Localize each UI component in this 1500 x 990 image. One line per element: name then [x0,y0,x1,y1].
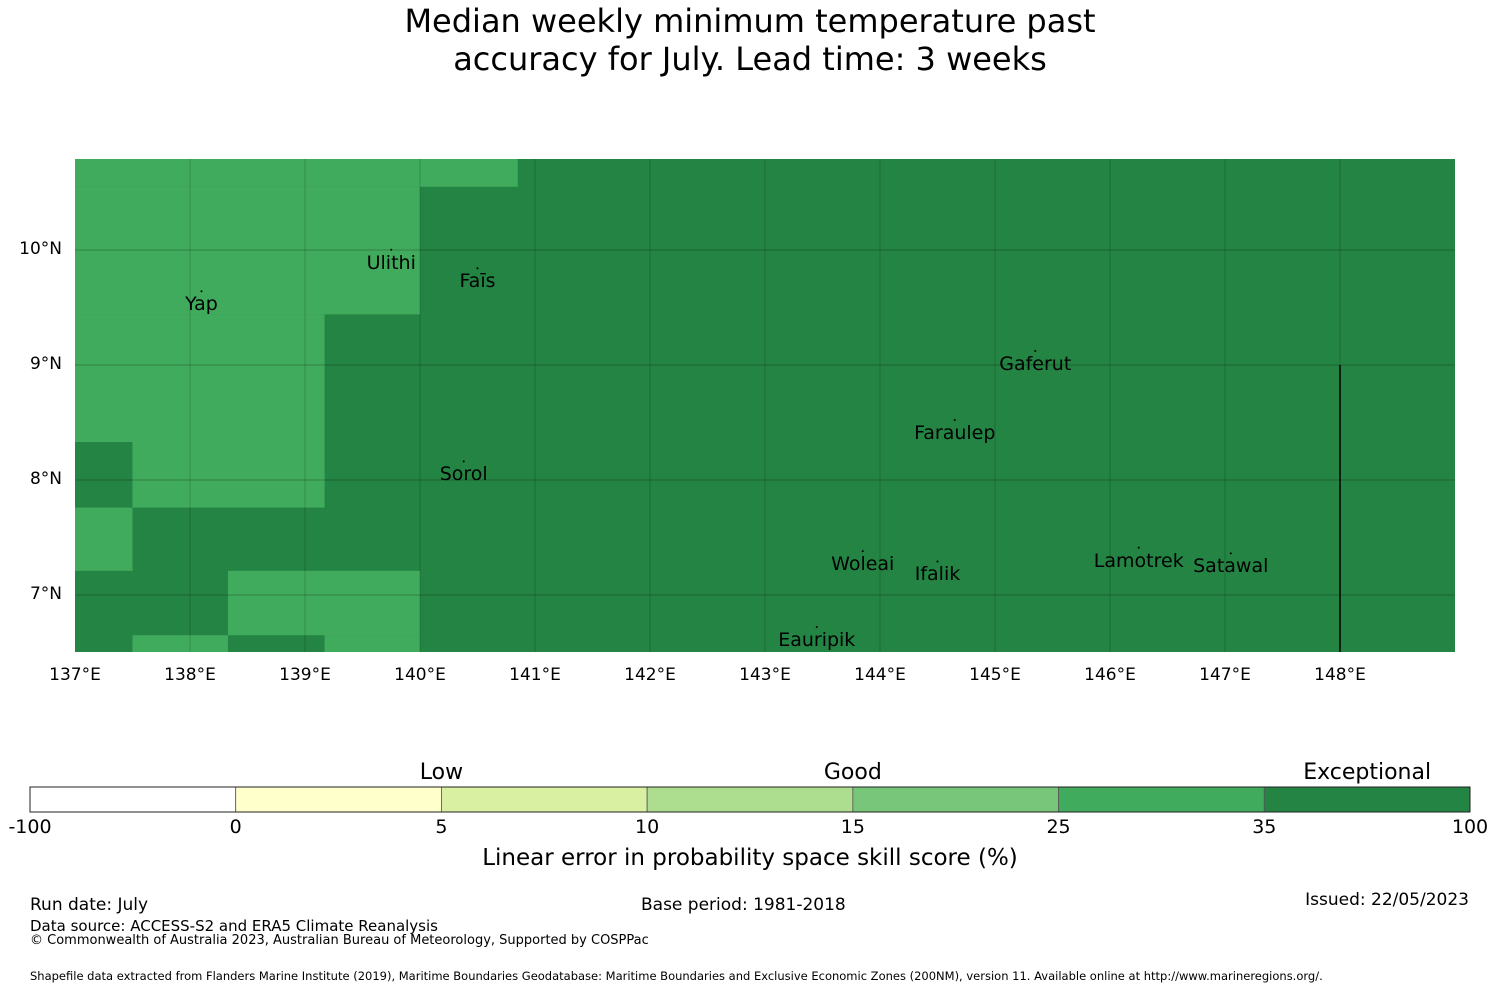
colorbar-segment [441,786,648,813]
lon-tick-label: 144°E [854,665,906,685]
lat-tick-label: 8°N [29,469,62,489]
island-label: Yap [185,293,218,316]
colorbar-category-label: Low [419,760,464,785]
run-date: Run date: July [30,895,149,915]
skill-cell [75,507,133,571]
colorbar-tick-label: 10 [635,816,660,838]
island-label: Eauripik [778,629,856,651]
colorbar-frame [29,786,1471,813]
lon-tick-label: 147°E [1199,665,1251,685]
base-period: Base period: 1981-2018 [641,895,846,915]
lon-tick-label: 137°E [49,665,101,685]
shapefile-credit: Shapefile data extracted from Flanders M… [30,969,1323,983]
island-marker [200,290,203,293]
lat-tick-label: 9°N [29,354,62,374]
data-source: Data source: ACCESS-S2 and ERA5 Climate … [30,917,438,935]
colorbar-tick-label: -100 [8,816,52,838]
lon-tick-label: 143°E [739,665,791,685]
colorbar-segment [1058,786,1265,813]
skill-cell [324,635,420,652]
lat-tick-label: 10°N [19,239,62,259]
lon-tick-label: 141°E [509,665,561,685]
island-label: Faraulep [914,422,996,444]
lon-tick-label: 145°E [969,665,1021,685]
island-label: Gaferut [999,353,1072,375]
island-marker [1137,546,1140,549]
title-line-1: Median weekly minimum temperature past [404,2,1096,40]
skill-cell [75,442,133,508]
title-line-2: accuracy for July. Lead time: 3 weeks [453,40,1047,78]
colorbar-tick-label: 0 [229,816,242,838]
colorbar-tick-label: 35 [1252,816,1277,838]
colorbar-tick-label: 15 [840,816,865,838]
colorbar-segment [852,786,1059,813]
island-marker [953,419,956,421]
island-label: Satawal [1193,555,1269,578]
island-label: Sorol [439,463,488,486]
lon-tick-label: 139°E [279,665,331,685]
lon-tick-label: 140°E [394,665,446,685]
island-marker [815,626,818,628]
colorbar-tick-label: 100 [1451,816,1489,838]
skill-cell [132,635,228,652]
lon-tick-label: 142°E [624,665,676,685]
issued-date: Issued: 22/05/2023 [1305,890,1469,910]
colorbar-segment [1263,786,1471,813]
colorbar-segment [235,786,442,813]
colorbar-category-label: Exceptional [1303,760,1432,785]
island-label: Ifalik [914,563,961,586]
lat-tick-label: 7°N [29,584,62,604]
island-marker [476,267,479,270]
island-marker [1034,350,1037,352]
island-label: Ulithi [366,251,416,274]
island-label: Lamotrek [1093,549,1184,572]
chart-title: Median weekly minimum temperature past a… [250,2,1250,78]
island-label: Woleai [831,553,895,576]
island-marker [936,560,939,563]
skill-cell [227,570,420,636]
lon-tick-label: 146°E [1084,665,1136,685]
lon-tick-label: 138°E [164,665,216,685]
island-marker [861,550,864,553]
copyright: © Commonwealth of Australia 2023, Austra… [30,933,649,948]
colorbar-category-label: Good [823,760,882,785]
colorbar-tick-label: 5 [435,816,448,838]
colorbar-segment [29,786,237,813]
skill-cell [75,159,518,187]
colorbar-axis-title: Linear error in probability space skill … [482,845,1018,871]
colorbar-segment [646,786,854,813]
skill-cell [75,186,420,315]
island-marker [390,248,393,251]
island-marker [462,460,465,463]
colorbar-tick-label: 25 [1046,816,1071,838]
island-label: Faīs [459,270,496,293]
lon-tick-label: 148°E [1314,665,1366,685]
island-marker [1229,552,1232,555]
